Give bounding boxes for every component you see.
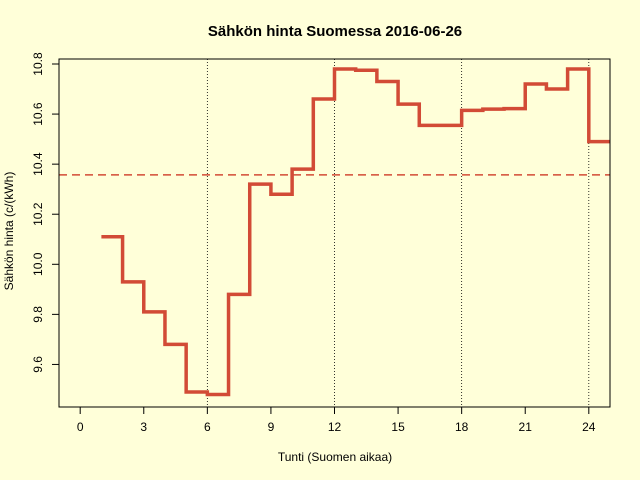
y-tick-label: 10.4 xyxy=(31,152,45,176)
x-tick-label: 18 xyxy=(455,420,469,434)
y-tick-label: 9.8 xyxy=(31,306,45,323)
y-tick-label: 9.6 xyxy=(31,356,45,373)
x-tick-label: 21 xyxy=(519,420,533,434)
y-tick-label: 10.8 xyxy=(31,52,45,76)
series-layer xyxy=(101,67,610,397)
x-tick-label: 24 xyxy=(582,420,596,434)
x-tick-label: 3 xyxy=(140,420,147,434)
chart-title: Sähkön hinta Suomessa 2016-06-26 xyxy=(208,23,462,40)
x-tick-label: 6 xyxy=(204,420,211,434)
y-tick-label: 10.6 xyxy=(31,102,45,126)
price-step-line xyxy=(101,67,610,397)
x-axis-label: Tunti (Suomen aikaa) xyxy=(278,450,392,464)
y-tick-label: 10.2 xyxy=(31,202,45,226)
x-tick-label: 15 xyxy=(391,420,405,434)
y-tick-label: 10.0 xyxy=(31,252,45,276)
x-tick-label: 12 xyxy=(328,420,342,434)
y-axis-label: Sähkön hinta (c/(kWh) xyxy=(2,172,16,291)
x-axis: 0 3 6 9 12 15 18 21 24 xyxy=(77,406,596,434)
x-tick-label: 0 xyxy=(77,420,84,434)
y-axis: 9.6 9.8 10.0 10.2 10.4 10.6 10.8 xyxy=(31,52,60,373)
x-tick-label: 9 xyxy=(268,420,275,434)
